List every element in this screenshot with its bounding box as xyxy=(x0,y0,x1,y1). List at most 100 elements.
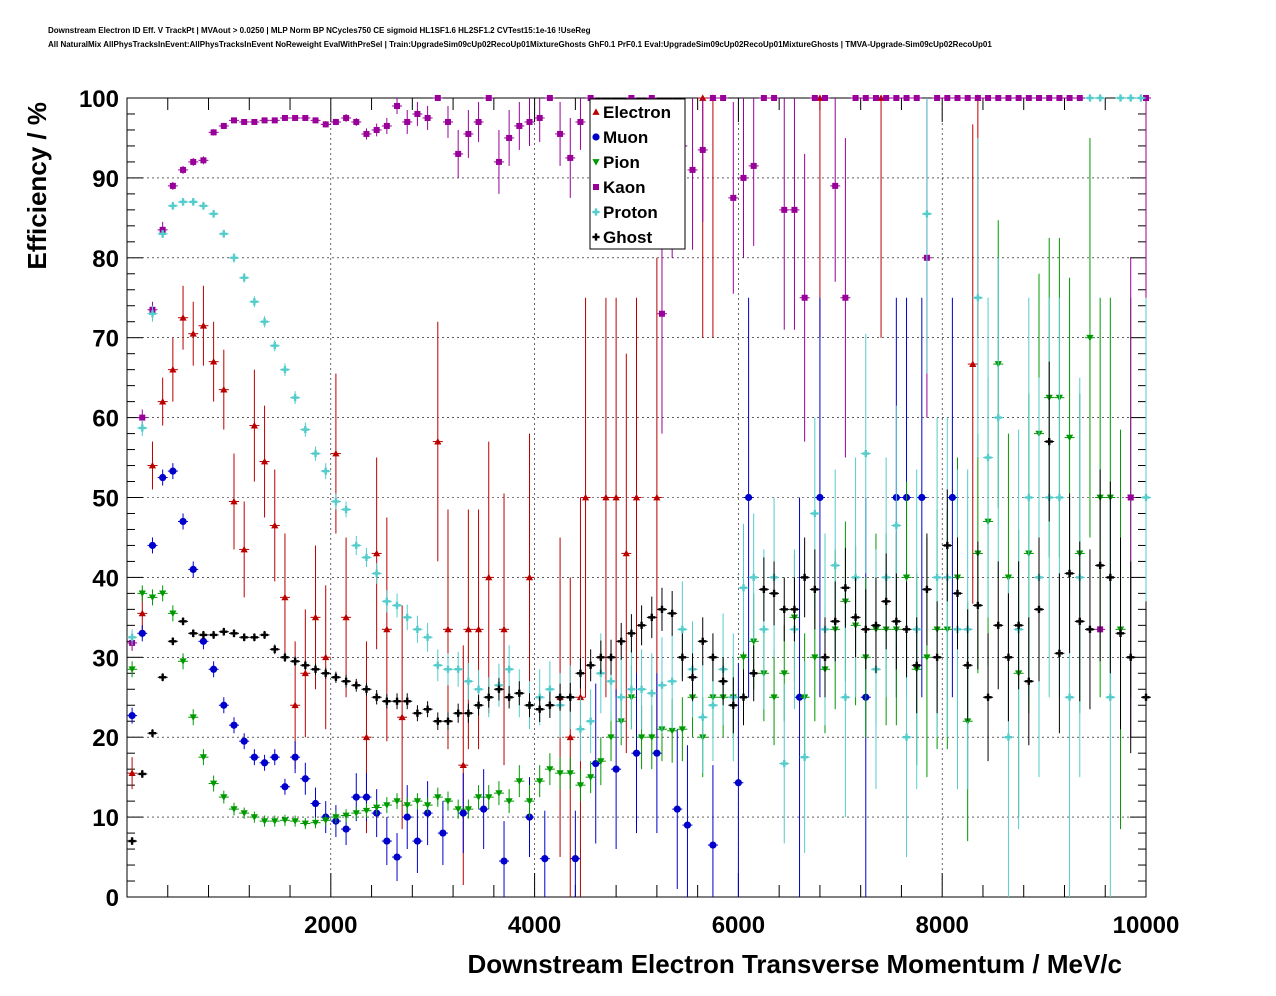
marker xyxy=(474,625,483,633)
marker xyxy=(169,366,177,373)
marker xyxy=(159,230,167,238)
marker xyxy=(128,633,136,641)
marker xyxy=(301,669,309,677)
kaon-point xyxy=(932,95,943,101)
marker xyxy=(362,685,371,693)
kaon-point xyxy=(381,117,392,134)
ghost-point xyxy=(534,696,545,723)
marker xyxy=(648,95,655,101)
ghost-point xyxy=(483,686,494,708)
marker xyxy=(291,818,299,825)
marker xyxy=(1025,493,1033,502)
marker xyxy=(1045,437,1053,446)
electron-point xyxy=(565,577,576,897)
ghost-point xyxy=(616,622,627,660)
muon-point xyxy=(651,673,662,834)
marker xyxy=(546,766,554,773)
ghost-point xyxy=(667,590,678,636)
marker xyxy=(607,734,615,741)
kaon-point xyxy=(799,153,810,442)
kaon-point xyxy=(830,98,841,282)
marker-bar-v xyxy=(609,653,613,661)
ghost-point xyxy=(850,577,861,658)
ghost-point xyxy=(147,729,158,738)
marker xyxy=(699,637,707,645)
marker-bar-v xyxy=(1144,693,1148,701)
marker-bar-v xyxy=(1129,94,1132,102)
marker-bar-v xyxy=(324,467,327,475)
marker-bar-v xyxy=(293,657,297,665)
marker-bar-v xyxy=(385,597,389,605)
kaon-point xyxy=(453,129,464,178)
marker-bar-v xyxy=(864,625,867,633)
marker xyxy=(398,713,406,721)
marker xyxy=(230,721,238,729)
marker xyxy=(210,665,218,673)
marker xyxy=(1065,434,1074,442)
marker xyxy=(1036,95,1043,101)
marker xyxy=(454,665,462,673)
marker xyxy=(816,493,824,502)
kaon-point xyxy=(1054,95,1065,101)
marker xyxy=(862,625,870,633)
muon-point xyxy=(631,673,642,834)
marker-bar-v xyxy=(263,318,266,326)
marker xyxy=(587,717,595,725)
marker xyxy=(771,95,778,101)
marker xyxy=(760,585,768,593)
kaon-point xyxy=(718,95,729,101)
y-tick-label: 0 xyxy=(106,885,119,912)
marker xyxy=(404,118,411,125)
marker-bar-v xyxy=(1047,437,1051,446)
marker xyxy=(383,597,391,605)
kaon-point xyxy=(351,117,362,126)
marker-bar-v xyxy=(426,705,429,713)
marker xyxy=(612,765,620,773)
legend-marker xyxy=(592,108,600,115)
marker-bar-v xyxy=(314,665,317,673)
marker-bar-v xyxy=(1109,693,1112,701)
marker xyxy=(842,294,849,301)
ghost-point xyxy=(748,645,759,702)
marker-bar-v xyxy=(467,709,470,717)
marker xyxy=(352,793,360,801)
marker-bar-v xyxy=(528,701,531,709)
legend-label: Pion xyxy=(603,153,640,172)
marker xyxy=(1137,94,1145,102)
legend-marker xyxy=(592,159,600,166)
marker-bar-v xyxy=(681,653,684,661)
marker xyxy=(311,799,320,808)
marker xyxy=(260,318,269,326)
marker xyxy=(434,661,442,669)
marker xyxy=(281,817,289,824)
ghost-point xyxy=(799,537,810,618)
marker xyxy=(1142,693,1150,701)
legend-label: Kaon xyxy=(603,178,646,197)
pion-point xyxy=(279,814,290,826)
legend-marker xyxy=(592,208,600,216)
marker-bar-v xyxy=(355,681,358,689)
kaon-point xyxy=(728,101,739,294)
electron-point xyxy=(320,585,331,730)
marker-bar-v xyxy=(1088,94,1092,102)
muon-point xyxy=(947,297,958,698)
marker xyxy=(536,778,544,785)
legend-entry-muon: Muon xyxy=(592,128,648,147)
kaon-point xyxy=(198,156,209,165)
proton-point xyxy=(371,563,382,584)
kaon-point xyxy=(738,98,749,258)
ghost-point xyxy=(269,644,280,655)
marker xyxy=(587,95,594,101)
proton-point xyxy=(157,229,168,238)
marker-bar-v xyxy=(130,837,134,845)
marker xyxy=(352,541,360,550)
marker xyxy=(1055,493,1063,502)
marker xyxy=(1025,95,1032,101)
kaon-point xyxy=(748,98,759,246)
kaon-point xyxy=(1044,95,1055,101)
marker-bar-v xyxy=(691,673,694,681)
marker xyxy=(281,653,289,661)
marker xyxy=(617,637,625,645)
muon-point xyxy=(743,297,754,698)
marker xyxy=(424,705,432,713)
